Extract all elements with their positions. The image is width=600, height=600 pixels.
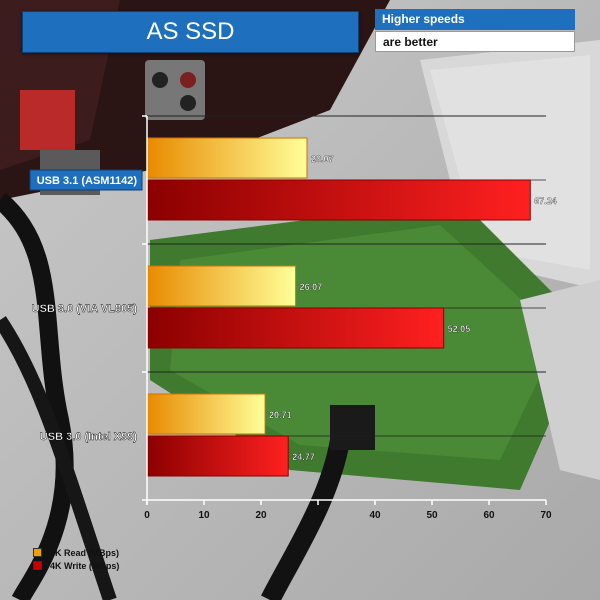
are-better-note: are better bbox=[375, 31, 575, 52]
bar-read bbox=[146, 265, 297, 307]
legend-swatch-read bbox=[33, 548, 42, 557]
legend-label-write: 4K Write (MBps) bbox=[50, 560, 120, 571]
bar-write bbox=[146, 307, 445, 349]
x-tick-label: 50 bbox=[426, 510, 438, 521]
chart-title: AS SSD bbox=[22, 11, 359, 53]
category-label: USB 3.1 (ASM1142) bbox=[37, 175, 138, 187]
x-tick-label: 20 bbox=[255, 510, 267, 521]
highlight-label-bg bbox=[29, 169, 143, 191]
category-label: USB 3.0 (VIA VL805) bbox=[32, 303, 138, 315]
bar-read bbox=[146, 393, 266, 435]
chart-legend: 4K Read (MBps) 4K Write (MBps) bbox=[33, 546, 119, 572]
x-tick-label: 10 bbox=[198, 510, 210, 521]
legend-label-read: 4K Read (MBps) bbox=[50, 547, 120, 558]
data-label: 26.07 bbox=[300, 282, 323, 292]
legend-item-write: 4K Write (MBps) bbox=[33, 559, 119, 572]
data-label: 20.71 bbox=[269, 410, 292, 420]
bar-write bbox=[146, 179, 531, 221]
data-label: 24.77 bbox=[292, 452, 315, 462]
x-tick-label: 40 bbox=[369, 510, 381, 521]
legend-swatch-write bbox=[33, 561, 42, 570]
bar-read bbox=[146, 137, 308, 179]
bar-write bbox=[146, 435, 289, 477]
data-label: 67.24 bbox=[534, 196, 557, 206]
data-label: 28.07 bbox=[311, 154, 334, 164]
x-tick-label: 60 bbox=[483, 510, 495, 521]
x-tick-label: 70 bbox=[540, 510, 552, 521]
legend-item-read: 4K Read (MBps) bbox=[33, 546, 119, 559]
x-tick-label: 0 bbox=[144, 510, 150, 521]
higher-speeds-note: Higher speeds bbox=[375, 9, 575, 30]
data-label: 52.05 bbox=[448, 324, 471, 334]
category-label: USB 3.0 (Intel X99) bbox=[40, 431, 138, 443]
x-tick-label: 30 bbox=[312, 510, 324, 521]
